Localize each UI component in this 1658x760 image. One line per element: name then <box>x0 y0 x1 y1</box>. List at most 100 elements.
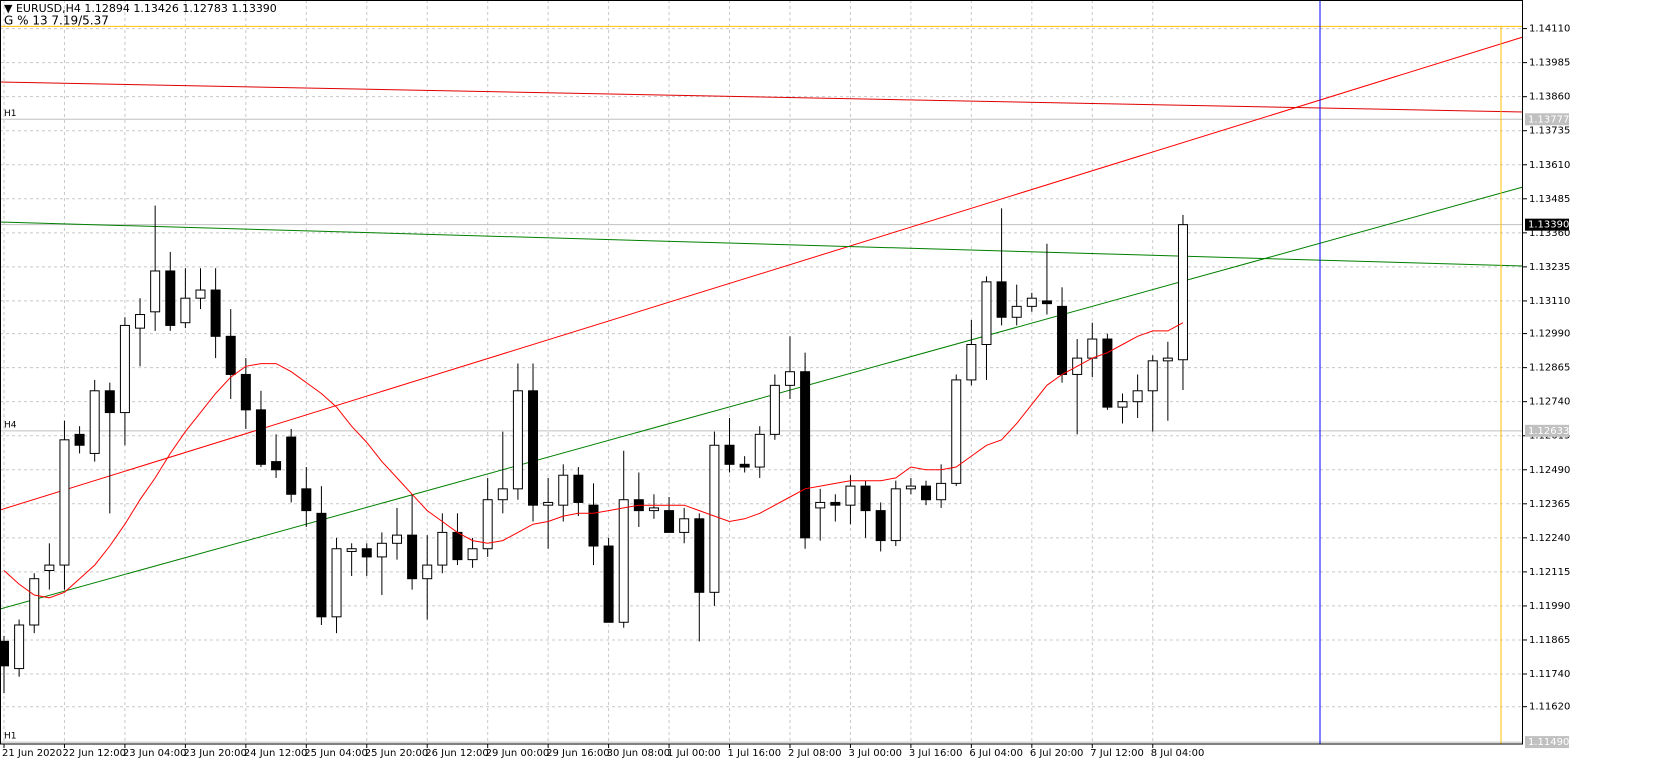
candle-body <box>784 371 795 386</box>
x-tick-label: 3 Jul 00:00 <box>848 748 902 759</box>
plot-border <box>0 0 1523 745</box>
candle-body <box>588 504 599 547</box>
series-layer <box>0 205 1188 694</box>
objects-layer <box>0 0 1524 744</box>
candle-body <box>195 289 206 299</box>
price-label-box <box>1525 424 1569 437</box>
candle-body <box>165 270 176 326</box>
price-label: 1.13390 <box>1528 220 1569 231</box>
y-tick-label: 1.13985 <box>1529 58 1570 69</box>
candle-body <box>694 518 705 593</box>
candle-body <box>1117 401 1128 408</box>
chart-title: ▼ EURUSD,H4 1.12894 1.13426 1.12783 1.13… <box>4 2 277 15</box>
candle-body <box>981 281 992 345</box>
candle-body <box>1026 297 1037 307</box>
candle-body <box>286 436 297 495</box>
x-tick-label: 1 Jul 00:00 <box>667 748 721 759</box>
candle-body <box>951 379 962 484</box>
candle-body <box>618 499 629 623</box>
candle-body <box>1057 305 1068 375</box>
x-tick-label: 24 Jun 12:00 <box>244 748 308 759</box>
candle-body <box>44 564 55 572</box>
candle-body <box>800 371 811 539</box>
trendline <box>0 81 1524 113</box>
candle-body <box>180 297 191 324</box>
y-tick-label: 1.13110 <box>1529 296 1570 307</box>
candle-body <box>815 501 826 509</box>
candle-body <box>407 534 418 580</box>
x-tick-label: 1 Jul 16:00 <box>728 748 782 759</box>
candle-body <box>104 390 115 414</box>
candle-body <box>497 488 508 501</box>
candle-body <box>1011 305 1022 318</box>
candle-body <box>119 324 130 414</box>
y-tick-label: 1.12990 <box>1529 329 1570 340</box>
line-tag: H1 <box>4 732 17 742</box>
candle-body <box>14 624 25 670</box>
candle-body <box>1041 300 1052 305</box>
candle-body <box>769 384 780 435</box>
y-tick-label: 1.11740 <box>1529 669 1570 680</box>
candle-body <box>1087 338 1098 359</box>
chart-subtitle: G % 13 7.19/5.37 <box>4 14 109 28</box>
candle-body <box>664 510 675 533</box>
candle-body <box>452 531 463 561</box>
candle-body <box>754 433 765 468</box>
candle-body <box>346 548 357 552</box>
line-tag: H1 <box>4 109 17 119</box>
candle-body <box>225 335 236 375</box>
x-tick-label: 23 Jun 04:00 <box>123 748 187 759</box>
candle-body <box>482 499 493 550</box>
y-tick-label: 1.12865 <box>1529 363 1570 374</box>
y-tick-label: 1.13485 <box>1529 194 1570 205</box>
y-tick-label: 1.12490 <box>1529 465 1570 476</box>
y-tick-label: 1.12740 <box>1529 397 1570 408</box>
price-label: 1.13777 <box>1528 114 1569 125</box>
candle-body <box>135 314 146 329</box>
candle-body <box>573 474 584 503</box>
candle-body <box>1147 360 1158 392</box>
candle-body <box>905 485 916 490</box>
y-tick-label: 1.12115 <box>1529 567 1570 578</box>
candle-body <box>29 578 40 626</box>
candle-body <box>1162 357 1173 362</box>
candle-body <box>724 444 735 465</box>
candle-body <box>648 507 659 512</box>
x-tick-label: 7 Jul 12:00 <box>1090 748 1144 759</box>
candle-body <box>240 373 251 411</box>
candle-body <box>1132 390 1143 403</box>
x-tick-label: 21 Jun 2020 <box>2 748 62 759</box>
x-tick-label: 3 Jul 16:00 <box>909 748 963 759</box>
candle-body <box>1102 338 1113 408</box>
candle-body <box>376 542 387 558</box>
y-tick-label: 1.13360 <box>1529 228 1570 239</box>
x-tick-label: 25 Jun 20:00 <box>365 748 429 759</box>
candle-body <box>422 564 433 580</box>
x-tick-label: 29 Jun 16:00 <box>546 748 610 759</box>
candle-body <box>89 390 100 454</box>
x-tick-label: 2 Jul 08:00 <box>788 748 842 759</box>
candle-body <box>0 640 9 667</box>
candle-body <box>316 512 327 618</box>
x-tick-label: 25 Jun 04:00 <box>304 748 368 759</box>
candle-body <box>558 474 569 506</box>
price-label-box <box>1525 736 1569 749</box>
y-tick-label: 1.13235 <box>1529 262 1570 273</box>
y-tick-label: 1.14110 <box>1529 24 1570 35</box>
candle-body <box>739 463 750 468</box>
candle-body <box>59 439 70 566</box>
y-tick-label: 1.11865 <box>1529 635 1570 646</box>
candle-body <box>603 545 614 623</box>
candle-body <box>679 518 690 533</box>
candle-body <box>860 485 871 512</box>
candle-body <box>331 548 342 618</box>
y-tick-label: 1.12240 <box>1529 533 1570 544</box>
trendline <box>0 221 1524 267</box>
x-tick-label: 23 Jun 20:00 <box>183 748 247 759</box>
candle-body <box>996 281 1007 318</box>
trendline <box>0 186 1524 610</box>
y-tick-label: 1.13735 <box>1529 126 1570 137</box>
candle-body <box>301 488 312 512</box>
